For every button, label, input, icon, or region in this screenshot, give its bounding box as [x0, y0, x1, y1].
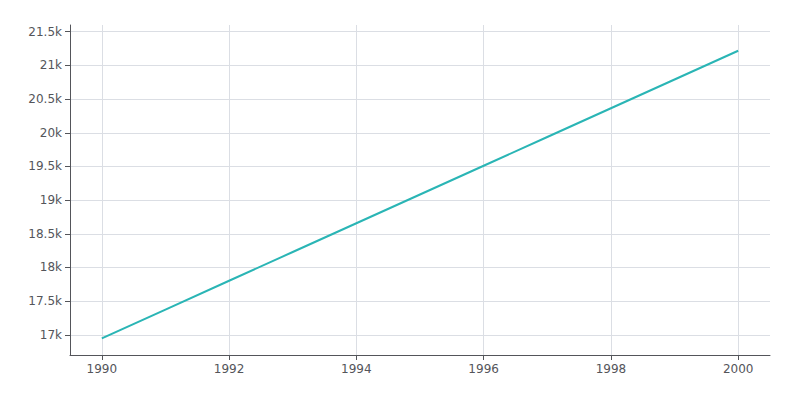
svg-text:2000: 2000	[723, 362, 754, 376]
svg-text:20.5k: 20.5k	[28, 92, 62, 106]
svg-text:18k: 18k	[40, 260, 62, 274]
svg-text:18.5k: 18.5k	[28, 227, 62, 241]
svg-text:1996: 1996	[468, 362, 499, 376]
svg-text:1992: 1992	[214, 362, 245, 376]
svg-text:21.5k: 21.5k	[28, 25, 62, 39]
svg-text:19.5k: 19.5k	[28, 159, 62, 173]
svg-text:17k: 17k	[40, 328, 62, 342]
svg-text:1990: 1990	[87, 362, 118, 376]
svg-text:1998: 1998	[596, 362, 627, 376]
svg-text:1994: 1994	[341, 362, 372, 376]
svg-text:19k: 19k	[40, 193, 62, 207]
svg-text:17.5k: 17.5k	[28, 294, 62, 308]
svg-text:21k: 21k	[40, 58, 62, 72]
svg-text:20k: 20k	[40, 126, 62, 140]
